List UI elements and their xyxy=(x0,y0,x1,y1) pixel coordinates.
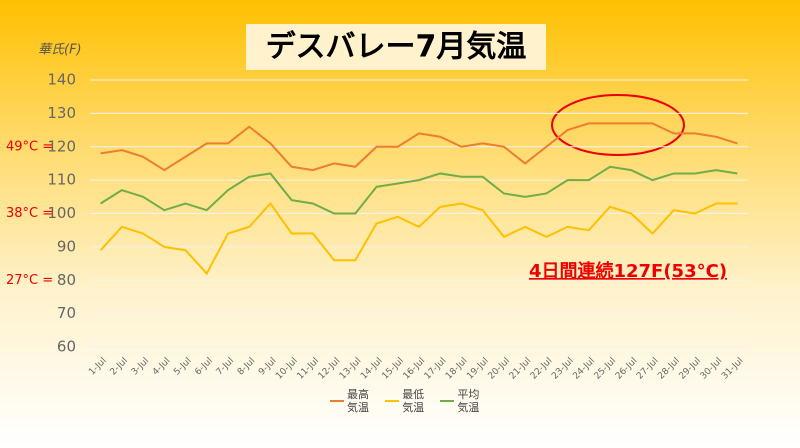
annotation: 4日間連続127F(53°C) xyxy=(529,260,727,282)
x-tick-label: 31-Jul xyxy=(720,356,746,382)
x-tick-label: 22-Jul xyxy=(529,356,555,382)
side-label: 27°C = xyxy=(6,273,53,288)
y-tick-label: 110 xyxy=(47,171,76,189)
x-tick-label: 19-Jul xyxy=(465,356,491,382)
legend-item: 最低気温 xyxy=(385,388,426,414)
y-tick-label: 130 xyxy=(47,104,76,122)
x-tick-label: 25-Jul xyxy=(593,356,619,382)
x-tick-label: 26-Jul xyxy=(614,356,640,382)
series-line xyxy=(99,201,738,276)
x-tick-label: 8-Jul xyxy=(236,356,257,377)
side-label: 38°C = xyxy=(6,206,53,221)
title-box xyxy=(246,24,546,70)
x-tick-label: 14-Jul xyxy=(359,356,385,382)
highlight-ellipse xyxy=(551,94,685,156)
x-tick-label: 16-Jul xyxy=(402,356,428,382)
chart-title: デスバレー7月気温 xyxy=(266,30,527,65)
x-tick-label: 10-Jul xyxy=(274,356,300,382)
legend-item: 最高気温 xyxy=(330,388,371,414)
x-tick-label: 17-Jul xyxy=(423,356,449,382)
x-tick-label: 13-Jul xyxy=(338,356,364,382)
x-tick-label: 28-Jul xyxy=(656,356,682,382)
legend-swatch xyxy=(330,400,344,402)
y-axis-label: 華氏(F) xyxy=(38,43,82,58)
y-tick-label: 80 xyxy=(57,271,76,289)
y-tick-label: 60 xyxy=(57,338,76,356)
legend-swatch xyxy=(385,400,400,402)
y-tick-label: 70 xyxy=(57,304,76,322)
side-label: 49°C = xyxy=(6,139,53,154)
x-tick-label: 1-Jul xyxy=(87,356,108,377)
x-tick-label: 20-Jul xyxy=(487,356,513,382)
x-tick-label: 15-Jul xyxy=(380,356,406,382)
x-tick-label: 6-Jul xyxy=(193,356,214,377)
x-tick-label: 11-Jul xyxy=(296,356,322,382)
legend-item: 平均気温 xyxy=(440,388,481,414)
x-tick-label: 21-Jul xyxy=(508,356,534,382)
legend: 最高気温 最低気温 平均気温 xyxy=(330,388,482,414)
legend-label: 最低気温 xyxy=(402,388,425,414)
x-tick-label: 3-Jul xyxy=(130,356,151,377)
series-line xyxy=(100,122,738,172)
series-line xyxy=(100,165,738,215)
grid xyxy=(90,79,748,348)
x-tick-label: 4-Jul xyxy=(151,356,172,377)
x-tick-label: 24-Jul xyxy=(571,356,597,382)
legend-swatch xyxy=(440,400,455,402)
y-tick-label: 120 xyxy=(47,137,76,155)
y-tick-label: 90 xyxy=(57,237,76,255)
y-tick-label: 140 xyxy=(47,71,76,89)
x-tick-label: 12-Jul xyxy=(317,356,343,382)
x-tick-label: 27-Jul xyxy=(635,356,661,382)
x-tick-label: 2-Jul xyxy=(109,356,130,377)
x-tick-label: 5-Jul xyxy=(172,356,193,377)
legend-label: 最高気温 xyxy=(347,388,369,414)
x-tick-label: 30-Jul xyxy=(699,356,725,382)
y-tick-label: 100 xyxy=(47,204,76,222)
x-tick-label: 7-Jul xyxy=(215,356,236,377)
legend-label: 平均気温 xyxy=(457,388,480,414)
x-tick-label: 29-Jul xyxy=(678,356,704,382)
x-tick-label: 23-Jul xyxy=(550,356,576,382)
x-tick-label: 18-Jul xyxy=(444,356,470,382)
